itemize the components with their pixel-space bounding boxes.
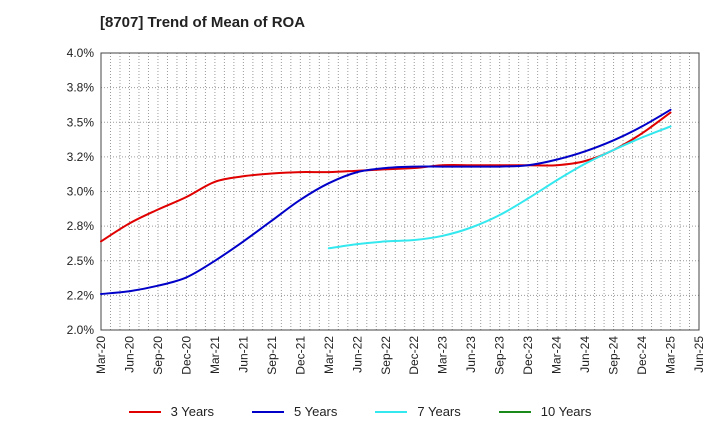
legend-item-7-years: 7 Years	[375, 404, 461, 419]
x-tick-label: Jun-22	[350, 336, 364, 373]
legend-item-10-years: 10 Years	[498, 404, 592, 419]
x-tick-label: Mar-24	[550, 336, 564, 374]
x-tick-label: Dec-20	[179, 336, 193, 375]
x-tick-label: Sep-24	[607, 336, 621, 375]
x-tick-label: Mar-21	[208, 336, 222, 374]
chart-title: [8707] Trend of Mean of ROA	[100, 14, 306, 31]
x-tick-label: Mar-23	[436, 336, 450, 374]
legend-label: 3 Years	[170, 404, 214, 419]
x-tick-label: Dec-24	[635, 336, 649, 375]
series-line-3-years	[100, 111, 672, 243]
series-line-7-years	[327, 125, 672, 250]
x-tick-label: Mar-22	[322, 336, 336, 374]
y-tick-label: 3.0%	[67, 185, 95, 199]
chart-plot: 2.0% 2.2% 2.5% 2.8% 3.0% 3.2% 3.5% 3.8% 4.0% Mar-…	[67, 46, 706, 375]
legend-label: 7 Years	[417, 404, 461, 419]
x-tick-label: Dec-22	[407, 336, 421, 375]
x-tick-label: Jun-21	[236, 336, 250, 373]
x-tick-label: Sep-21	[265, 336, 279, 375]
y-tick-label: 4.0%	[67, 46, 95, 60]
x-tick-label: Mar-25	[664, 336, 678, 374]
legend-swatch	[375, 410, 408, 413]
legend-swatch	[498, 410, 531, 413]
legend-label: 5 Years	[294, 404, 338, 419]
y-tick-label: 2.5%	[67, 254, 95, 268]
x-tick-label: Mar-20	[94, 336, 108, 374]
y-tick-label: 2.2%	[67, 288, 95, 302]
x-tick-label: Sep-20	[151, 336, 165, 375]
x-tick-label: Dec-21	[293, 336, 307, 375]
y-tick-label: 3.8%	[67, 81, 95, 95]
chart-legend: 3 Years 5 Years 7 Years 10 Years	[0, 404, 720, 419]
legend-label: 10 Years	[540, 404, 592, 419]
legend-swatch	[252, 410, 284, 413]
legend-swatch	[128, 410, 161, 413]
legend-item-5-years: 5 Years	[252, 404, 337, 419]
series-line-5-years	[100, 108, 672, 295]
y-tick-label: 2.0%	[67, 323, 95, 337]
x-tick-label: Jun-25	[692, 336, 706, 373]
x-tick-label: Jun-20	[122, 336, 136, 373]
plot-area	[101, 53, 699, 330]
y-tick-label: 2.8%	[67, 219, 95, 233]
x-tick-label: Dec-23	[521, 336, 535, 375]
plot-border	[100, 52, 700, 331]
y-tick-label: 3.5%	[67, 115, 95, 129]
y-tick-label: 3.2%	[67, 150, 95, 164]
x-tick-label: Jun-24	[578, 336, 592, 373]
x-tick-label: Sep-22	[379, 336, 393, 375]
legend-item-3-years: 3 Years	[128, 404, 214, 419]
x-tick-label: Sep-23	[493, 336, 507, 375]
x-tick-label: Jun-23	[464, 336, 478, 373]
